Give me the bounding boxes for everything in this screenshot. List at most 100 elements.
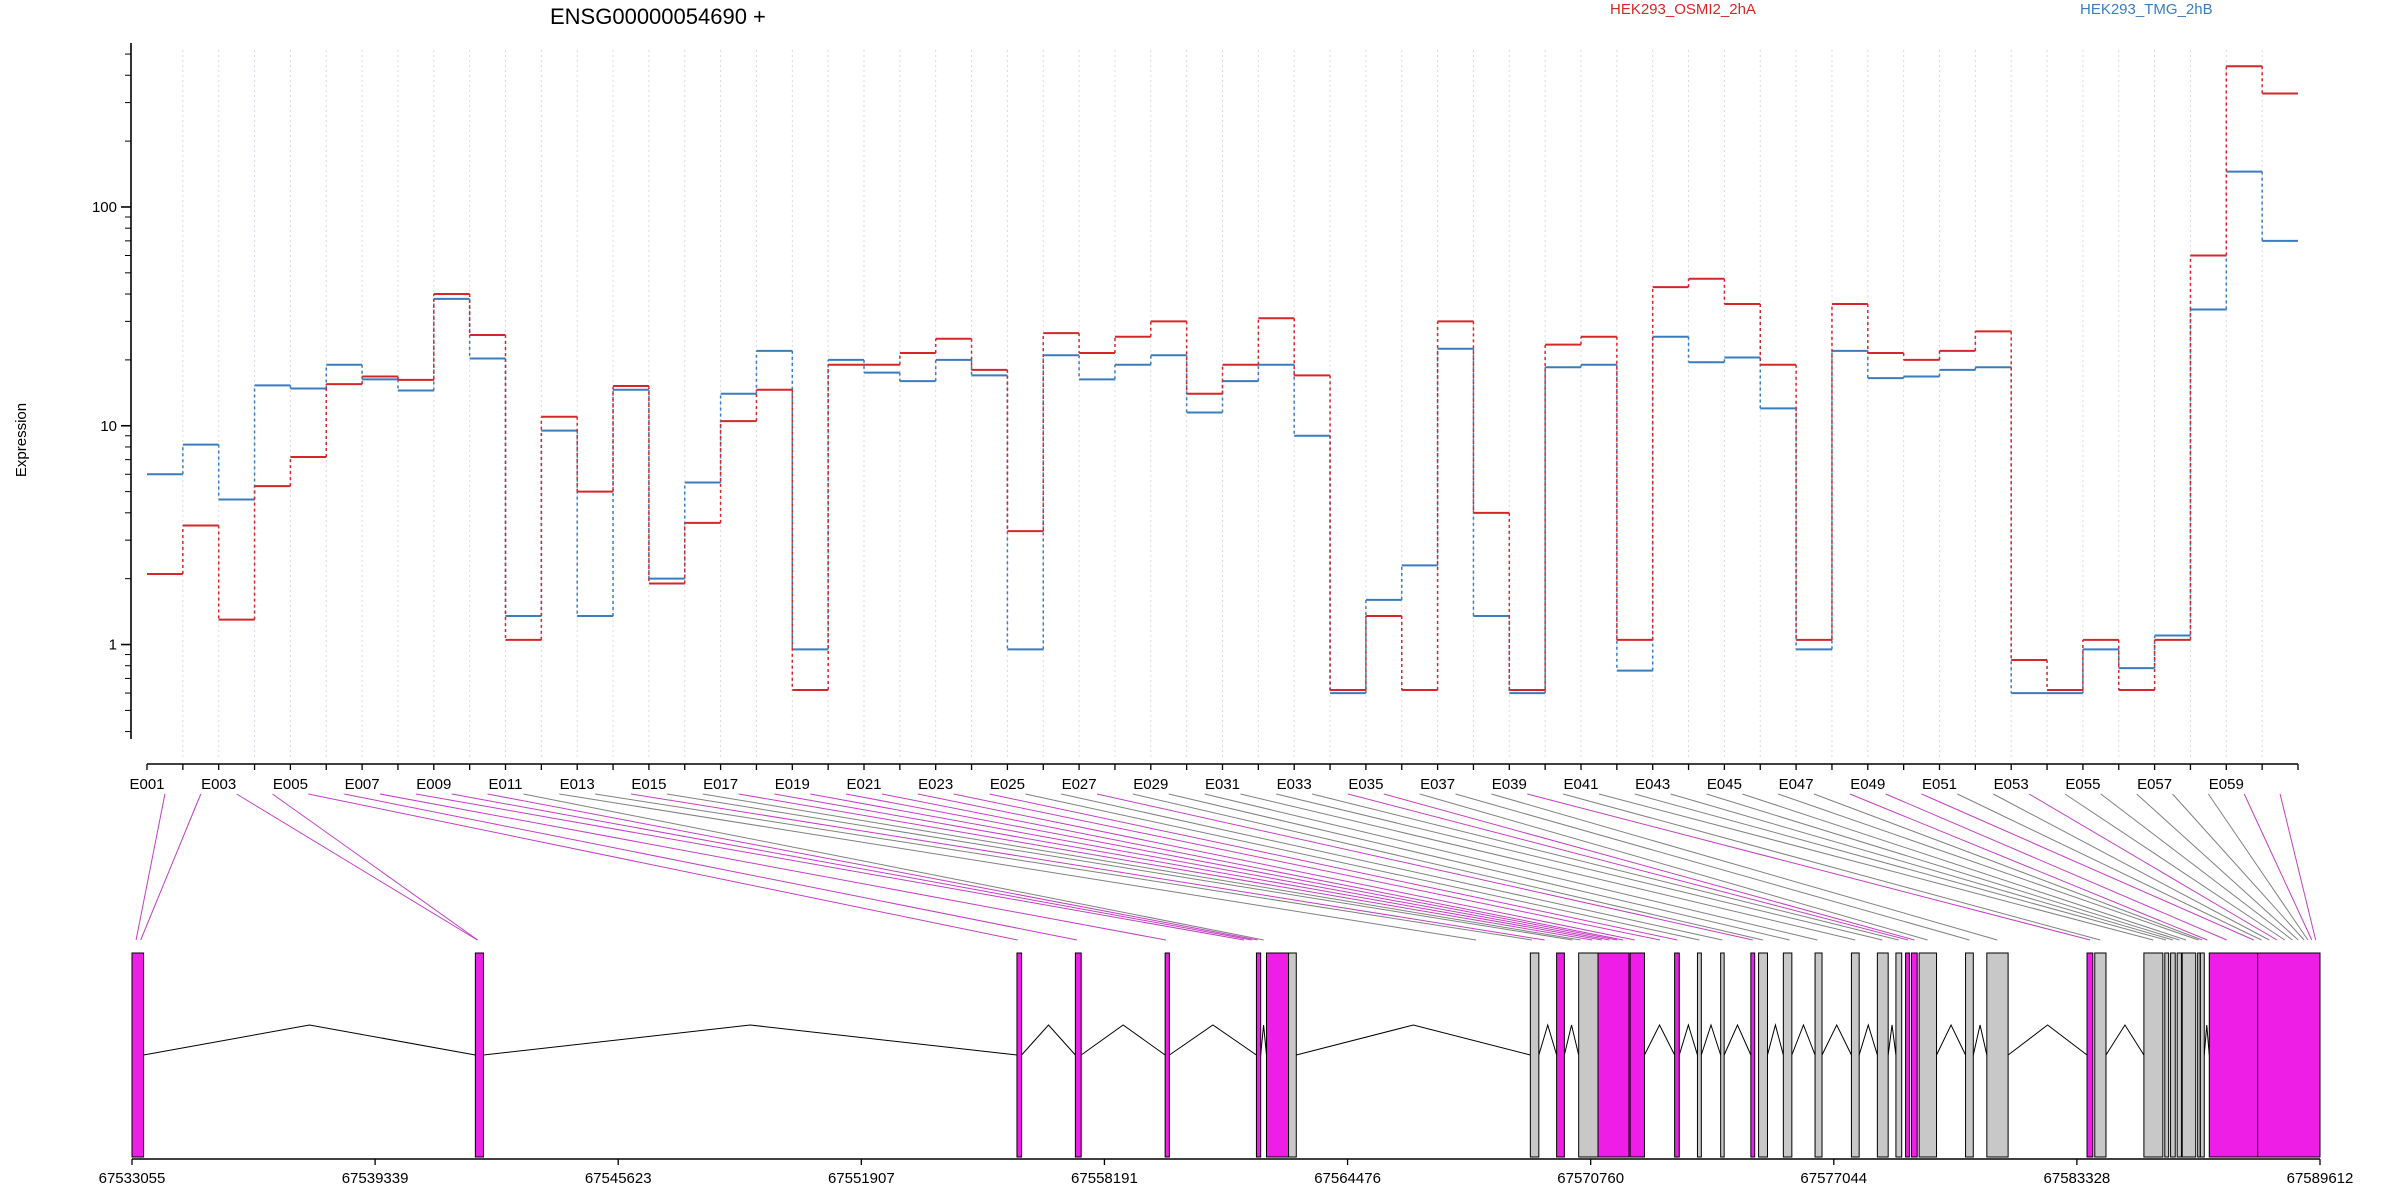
exon-box xyxy=(2199,952,2205,1158)
intron-line xyxy=(1538,1023,1558,1056)
genomic-coordinate-axis: 67533055 67539339 67545623 67551907 67558191… xyxy=(99,1158,2354,1187)
exon-box xyxy=(1758,952,1768,1158)
exon-box-tested xyxy=(1265,952,1290,1158)
exon-link-line xyxy=(702,793,1581,941)
exon-box-tested xyxy=(1016,952,1023,1158)
intron-line xyxy=(1766,1023,1784,1056)
intron-line xyxy=(2203,1024,2210,1056)
exon-link-line xyxy=(1778,793,2199,941)
exon-box-tested xyxy=(1255,952,1262,1158)
exon-box xyxy=(1876,952,1889,1158)
coord-tick-label: 67545623 xyxy=(585,1170,652,1187)
exon-label: E035 xyxy=(1348,776,1383,793)
exon-box xyxy=(2176,952,2182,1158)
exon-link-line xyxy=(523,793,1264,941)
exon-label: E047 xyxy=(1779,776,1814,793)
exon-link-line xyxy=(2028,793,2278,941)
exon-box xyxy=(1288,952,1297,1158)
exon-box-tested xyxy=(1164,952,1170,1158)
exon-box-tested xyxy=(2257,952,2321,1158)
y-tick-label: 1 xyxy=(109,637,117,654)
exon-label: E059 xyxy=(2209,776,2244,793)
coord-tick-label: 67589612 xyxy=(2287,1170,2354,1187)
coord-tick-label: 67551907 xyxy=(828,1170,895,1187)
exon-label: E057 xyxy=(2137,776,2172,793)
intron-line xyxy=(1821,1023,1852,1056)
exon-link-line xyxy=(1491,793,1998,941)
exon-links xyxy=(135,793,2317,941)
y-axis: 1 10 100 xyxy=(92,43,132,739)
y-tick-label: 100 xyxy=(92,199,117,216)
intron-line xyxy=(1260,1024,1267,1056)
exon-box xyxy=(2170,952,2176,1158)
exon-link-line xyxy=(140,793,202,941)
exon-box-tested xyxy=(131,952,145,1158)
exon-link-line xyxy=(2172,793,2305,941)
exon-link-line xyxy=(415,793,1245,941)
exon-label: E003 xyxy=(201,776,236,793)
exon-label: E005 xyxy=(273,776,308,793)
exon-box xyxy=(1986,952,2009,1158)
exon-label: E017 xyxy=(703,776,738,793)
exon-link-line xyxy=(774,793,1602,941)
intron-line xyxy=(143,1024,476,1056)
exon-label: E055 xyxy=(2065,776,2100,793)
exon-link-line xyxy=(487,793,1258,941)
chart-title: ENSG00000054690 + xyxy=(550,4,766,29)
exon-label: E031 xyxy=(1205,776,1240,793)
intron-line xyxy=(1563,1024,1580,1056)
exon-link-line xyxy=(1204,793,1818,941)
exon-label: E009 xyxy=(416,776,451,793)
coord-tick-label: 67577044 xyxy=(1800,1170,1867,1187)
exon-link-line xyxy=(1742,793,2187,941)
exon-link-line xyxy=(845,793,1618,941)
coord-tick-label: 67558191 xyxy=(1071,1170,1138,1187)
exon-box-tested xyxy=(2086,952,2094,1158)
exon-box xyxy=(1696,952,1702,1158)
exon-link-line xyxy=(135,793,166,941)
exon-link-line xyxy=(2064,793,2285,941)
exon-link-line xyxy=(917,793,1635,941)
intron-line xyxy=(2105,1024,2145,1056)
exon-link-line xyxy=(1419,793,1928,941)
exon-box xyxy=(1895,952,1903,1158)
exon-box xyxy=(2164,952,2170,1158)
exon-label: E049 xyxy=(1850,776,1885,793)
legend-label-series-a: HEK293_OSMI2_2hA xyxy=(1610,1,1756,18)
exon-link-line xyxy=(1598,793,2154,941)
intron-line xyxy=(1791,1023,1816,1056)
exon-box-tested xyxy=(1629,952,1645,1158)
exon-link-line xyxy=(1347,793,1909,941)
intron-line xyxy=(483,1024,1018,1056)
exon-box-tested xyxy=(1556,952,1565,1158)
exon-link-line xyxy=(1885,793,2227,941)
exon-box-tested xyxy=(1910,952,1918,1158)
exon-link-line xyxy=(559,793,1477,941)
exon-link-line xyxy=(1706,793,2180,941)
exon-box-tested xyxy=(1674,952,1680,1158)
coord-tick-label: 67570760 xyxy=(1557,1170,1624,1187)
exon-label: E025 xyxy=(990,776,1025,793)
coord-tick-label: 67533055 xyxy=(99,1170,166,1187)
exon-box xyxy=(2143,952,2164,1158)
exon-link-line xyxy=(1670,793,2174,941)
exon-link-line xyxy=(810,793,1610,941)
exon-box xyxy=(1720,952,1725,1158)
exon-label: E027 xyxy=(1062,776,1097,793)
exon-label: E045 xyxy=(1707,776,1742,793)
exon-link-line xyxy=(1168,793,1790,941)
exon-link-line xyxy=(1276,793,1883,941)
exon-box xyxy=(2094,952,2107,1158)
exon-link-line xyxy=(881,793,1624,941)
exon-label: E023 xyxy=(918,776,953,793)
exon-link-line xyxy=(1527,793,2091,941)
exon-box-tested xyxy=(1750,952,1756,1158)
y-tick-label: 10 xyxy=(100,418,117,435)
exon-label: E037 xyxy=(1420,776,1455,793)
coord-tick-label: 67564476 xyxy=(1314,1170,1381,1187)
exon-axis: E001 E003 E005 E007 E009 E011 E013 E015 E017 E019… xyxy=(129,763,2299,793)
exon-box-tested xyxy=(1905,952,1910,1158)
exon-label: E043 xyxy=(1635,776,1670,793)
exon-link-line xyxy=(1455,793,1970,941)
exon-label: E021 xyxy=(846,776,881,793)
